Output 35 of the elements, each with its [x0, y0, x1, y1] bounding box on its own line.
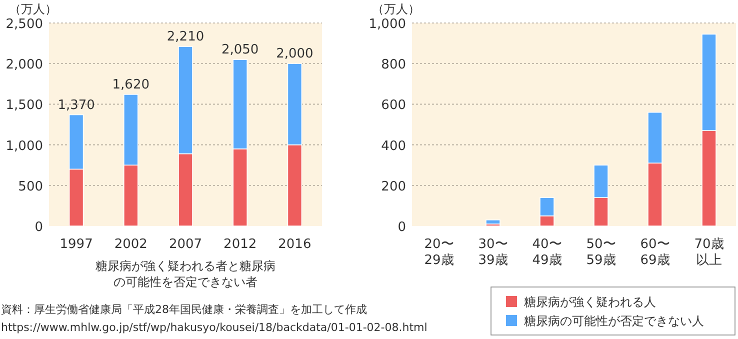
total-label: 1,370 [58, 98, 95, 113]
legend-label: 糖尿病の可能性が否定できない人 [524, 314, 704, 328]
x-tick-label: 30〜39歳 [478, 237, 508, 268]
x-tick-label: 20〜29歳 [424, 237, 454, 268]
y-tick-label: 2,000 [6, 58, 43, 73]
y-tick-label: 0 [34, 220, 43, 235]
x-tick-label: 1997 [60, 237, 93, 252]
x-tick-label: 2002 [114, 237, 148, 252]
y-tick-label: 600 [381, 98, 406, 114]
y-tick-label: 1,500 [6, 98, 43, 114]
text: https://www.mhlw.go.jp/stf/wp/hakusyo/kousei/18/backdata/01-01-02-08.html [1, 321, 428, 334]
total-label: 2,000 [276, 46, 314, 62]
x-tick-label: 2016 [278, 237, 312, 252]
y-tick-label: 0 [398, 220, 406, 235]
x-tick-label: 2007 [168, 237, 202, 252]
y-tick-label: 800 [381, 58, 406, 73]
text: 資料：厚生労働省健康局「平成28年国民健康・栄養調査」を加工して作成 [1, 303, 367, 316]
y-tick-label: 500 [18, 179, 43, 194]
total-label: 2,050 [221, 42, 259, 58]
y-axis-title: （万人） [9, 2, 57, 16]
y-tick-label: 1,000 [368, 17, 406, 32]
y-tick-label: 2,500 [6, 17, 43, 32]
x-tick-label: 70歳以上 [694, 237, 724, 268]
total-label: 1,620 [112, 77, 150, 92]
total-label: 2,210 [166, 30, 204, 45]
x-tick-label: 60〜69歳 [640, 237, 670, 268]
y-tick-label: 400 [381, 138, 406, 154]
legend-label: 糖尿病が強く疑われる人 [524, 295, 656, 309]
y-tick-label: 200 [381, 179, 406, 194]
x-axis-title: 糖尿病が強く疑われる者と糖尿病の可能性を否定できない者 [96, 259, 276, 289]
y-axis-title: （万人） [372, 2, 420, 16]
y-tick-label: 1,000 [6, 138, 43, 154]
x-tick-label: 50〜59歳 [586, 237, 616, 268]
x-tick-label: 2012 [224, 237, 257, 252]
x-tick-label: 40〜49歳 [532, 237, 562, 268]
